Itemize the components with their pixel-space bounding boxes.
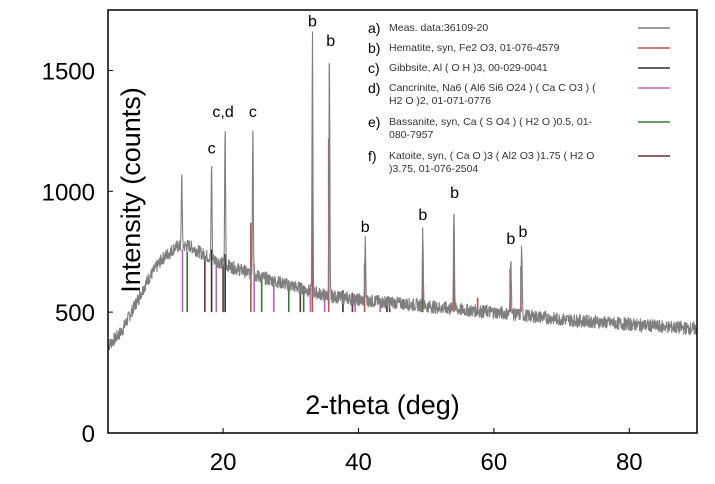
y-tick-label: 1000: [42, 179, 95, 206]
x-axis-title: 2-theta (deg): [305, 390, 460, 420]
legend-entry-text: Hematite, syn, Fe2 O3, 01-076-4579: [389, 42, 560, 54]
peak-label: b: [418, 207, 427, 224]
legend-entry-text: Meas. data:36109-20: [389, 22, 488, 34]
legend-entry-text: )3.75, 01-076-2504: [389, 163, 478, 175]
legend-entry-text: Katoite, syn, ( Ca O )3 ( Al2 O3 )1.75 (…: [389, 150, 594, 162]
legend-entry-text: Cancrinite, Na6 ( Al6 Si6 O24 ) ( Ca C O…: [389, 82, 596, 94]
peak-label: b: [308, 14, 317, 31]
peak-label: b: [506, 231, 515, 248]
x-tick-label: 40: [345, 449, 372, 476]
legend-letter: e): [368, 114, 380, 130]
legend-letter: a): [368, 20, 380, 36]
peak-label: c,d: [212, 104, 233, 121]
peak-label: b: [326, 33, 335, 50]
legend-entry-text: Gibbsite, Al ( O H )3, 00-029-0041: [389, 62, 548, 74]
peak-label: c: [249, 104, 257, 121]
y-axis-title: Intensity (counts): [116, 87, 146, 293]
legend-entry-text: Bassanite, syn, Ca ( S O4 ) ( H2 O )0.5,…: [389, 116, 593, 128]
x-axis-ticks: 20 40 60 80: [210, 428, 643, 476]
legend-entry-text: 080-7957: [389, 129, 434, 141]
x-tick-label: 80: [616, 449, 643, 476]
y-tick-label: 1500: [42, 58, 95, 85]
measured-trace: [107, 31, 698, 351]
x-tick-label: 20: [210, 449, 237, 476]
peak-label: c: [208, 140, 216, 157]
peak-label: b: [450, 185, 459, 202]
legend-letter: b): [368, 40, 380, 56]
plot-area: [107, 31, 698, 351]
legend-letter: c): [368, 60, 380, 76]
y-tick-label: 500: [55, 300, 95, 327]
peak-label: b: [519, 224, 528, 241]
y-axis-ticks: 0 500 1000 1500: [42, 58, 113, 448]
legend-letter: f): [368, 148, 377, 164]
plot-frame: [107, 9, 698, 434]
measured-data-line: [107, 31, 698, 351]
y-tick-label: 0: [82, 421, 95, 448]
legend-entry-text: H2 O )2, 01-071-0776: [389, 95, 491, 107]
legend-letter: d): [368, 80, 380, 96]
peak-label: b: [361, 219, 370, 236]
legend: a) Meas. data:36109-20 b) Hematite, syn, Fe…: [368, 20, 670, 175]
x-tick-label: 60: [481, 449, 508, 476]
